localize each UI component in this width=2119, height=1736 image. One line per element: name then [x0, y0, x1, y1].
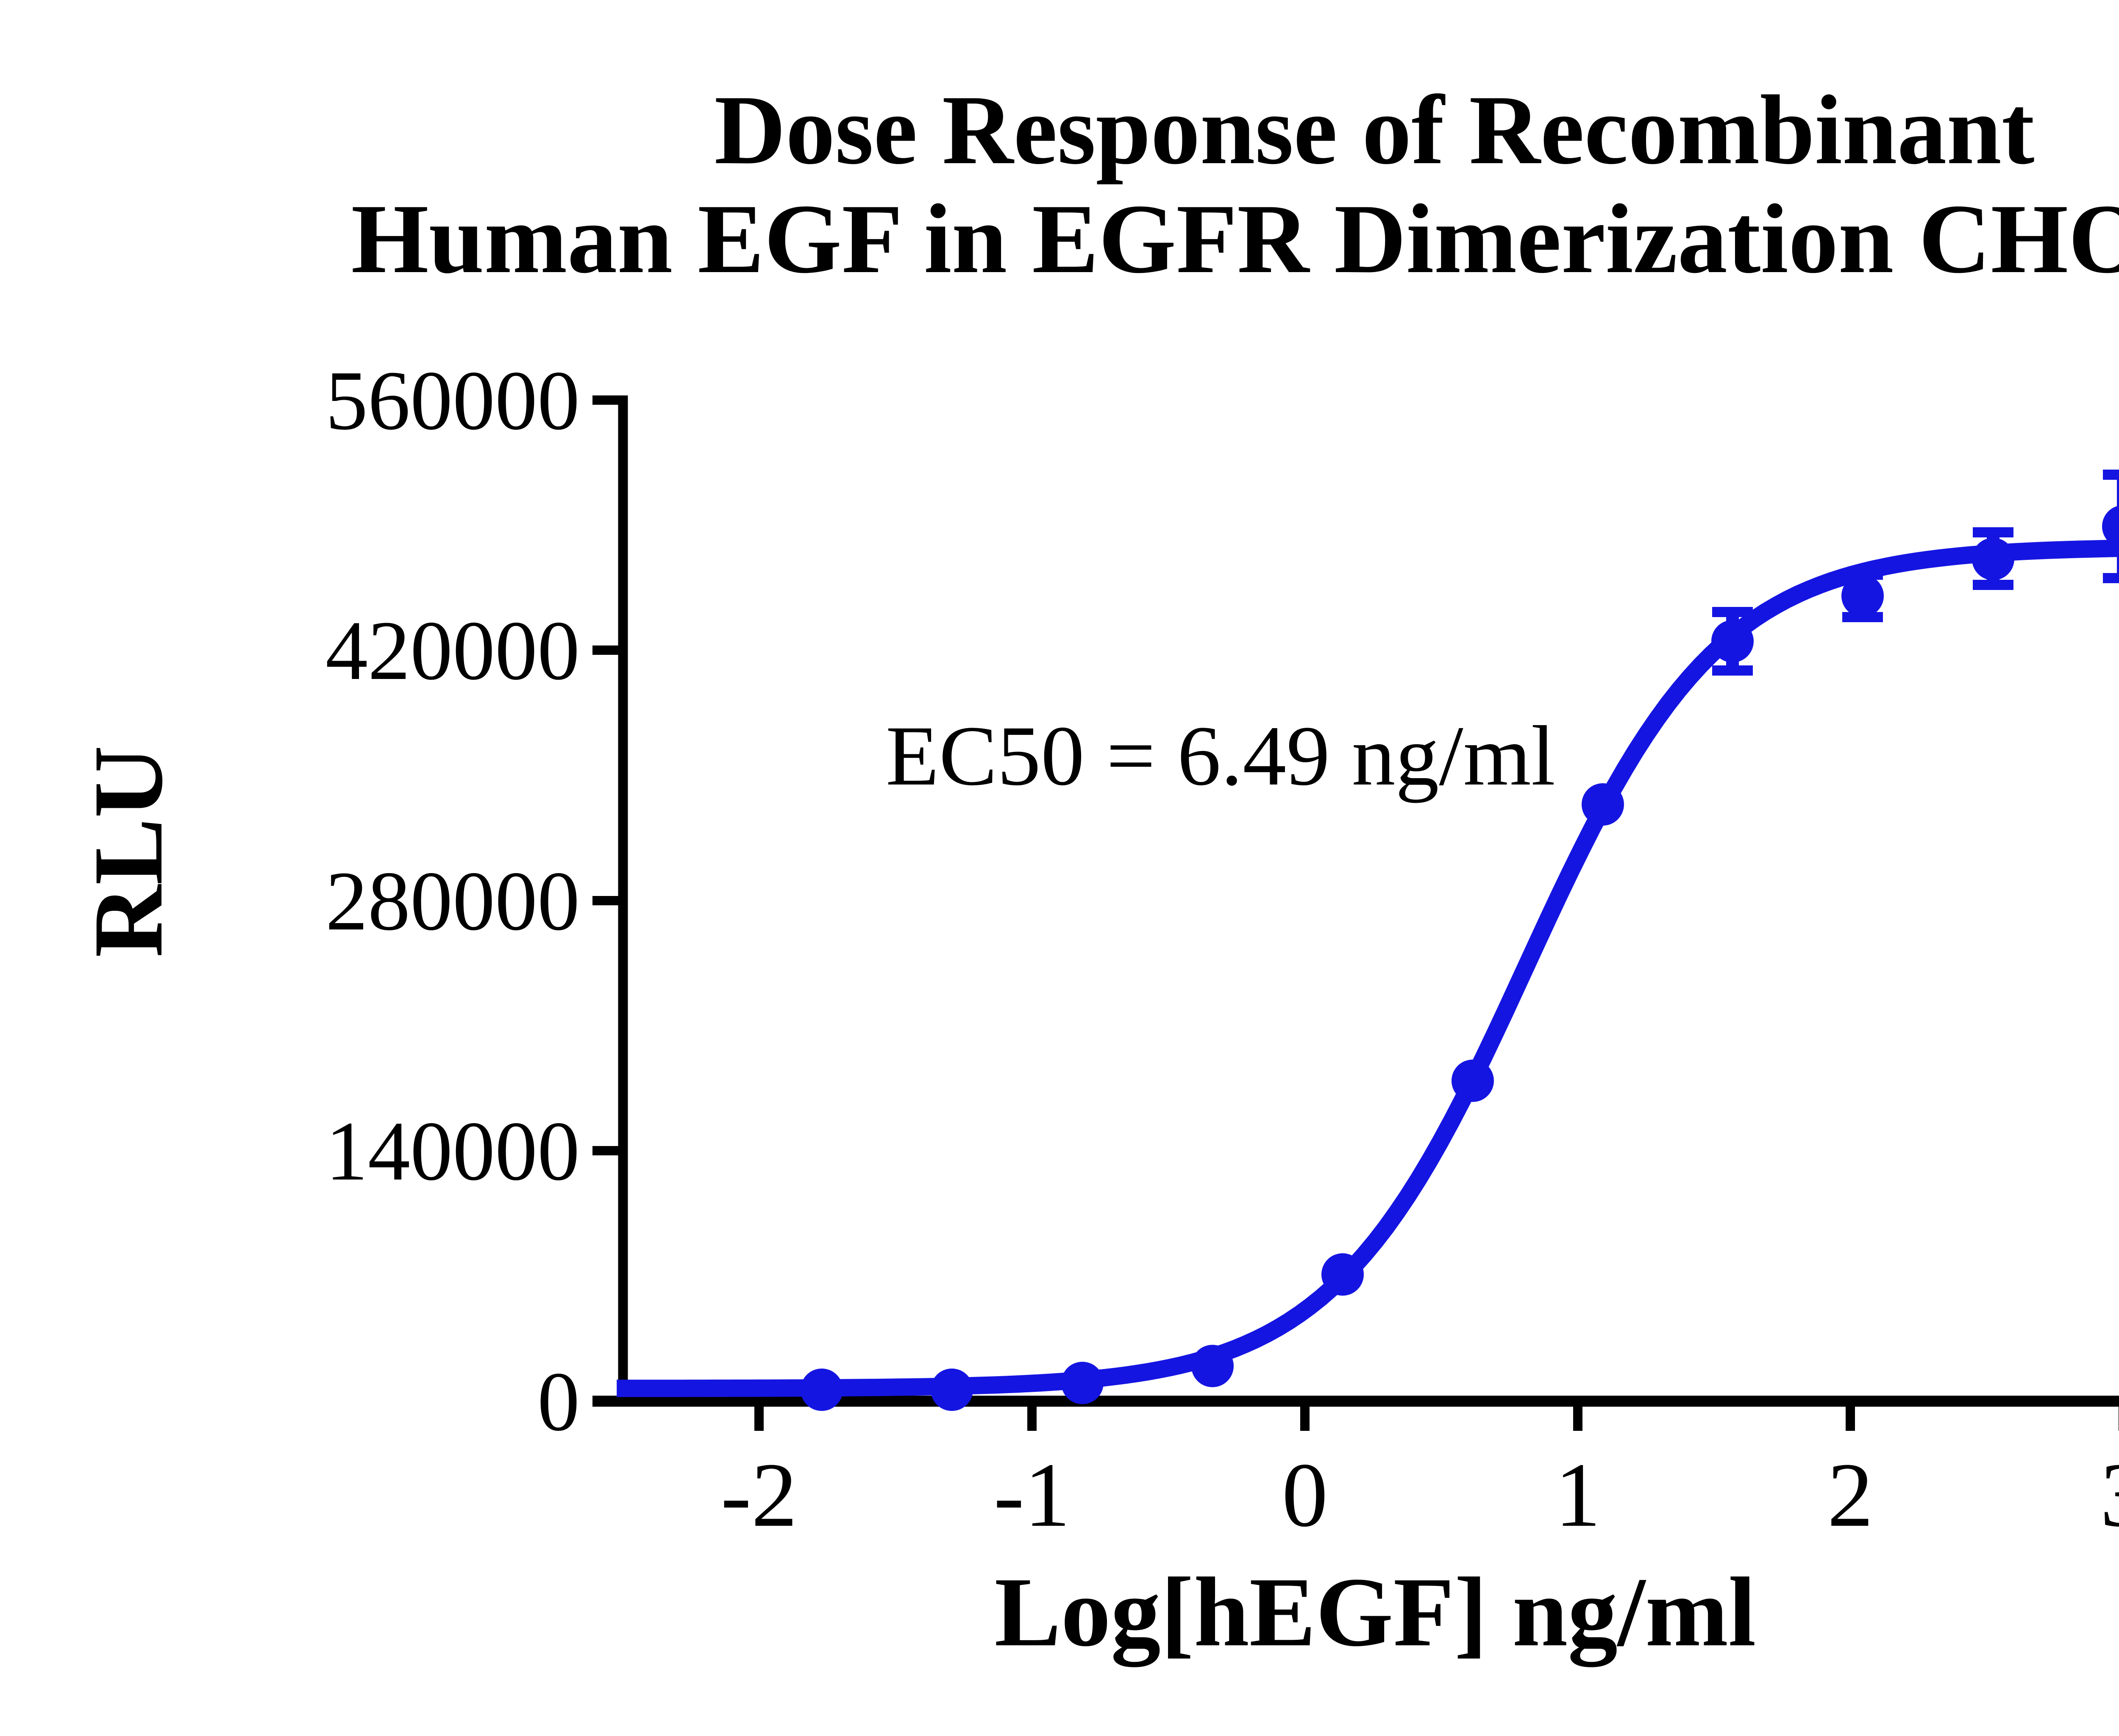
svg-text:-2: -2 — [721, 1444, 798, 1546]
svg-text:2: 2 — [1827, 1444, 1874, 1546]
svg-text:280000: 280000 — [325, 854, 580, 948]
svg-text:0: 0 — [537, 1355, 580, 1449]
svg-text:Dose Response of Recombinant: Dose Response of Recombinant — [715, 75, 2035, 185]
svg-text:0: 0 — [1282, 1444, 1328, 1546]
svg-text:Log[hEGF] ng/ml: Log[hEGF] ng/ml — [995, 1557, 1756, 1667]
svg-text:RLU: RLU — [73, 746, 183, 957]
svg-text:140000: 140000 — [325, 1104, 580, 1198]
svg-text:420000: 420000 — [325, 604, 580, 698]
svg-text:Human EGF in EGFR Dimerization: Human EGF in EGFR Dimerization CHO — [351, 184, 2119, 294]
svg-text:560000: 560000 — [325, 354, 580, 448]
svg-text:EC50 = 6.49 ng/ml: EC50 = 6.49 ng/ml — [886, 708, 1555, 803]
svg-text:-1: -1 — [994, 1444, 1071, 1546]
svg-text:3: 3 — [2100, 1444, 2119, 1546]
svg-text:1: 1 — [1555, 1444, 1601, 1546]
